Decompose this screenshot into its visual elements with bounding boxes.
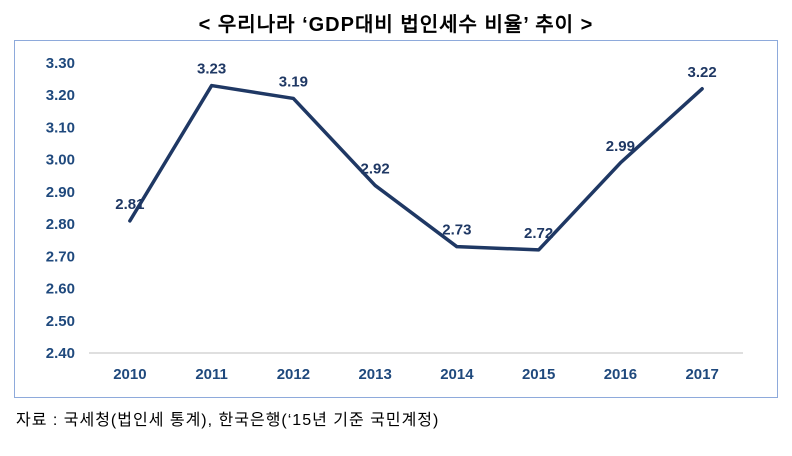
x-tick-label: 2011: [195, 366, 228, 383]
y-tick-label: 3.30: [46, 55, 75, 72]
value-label: 2.73: [442, 222, 471, 239]
y-tick-label: 2.60: [46, 281, 75, 298]
value-label: 2.99: [606, 138, 635, 155]
chart-frame: 2.40 2.50 2.60 2.70 2.80 2.90 3.00 3.10 3.20 3.30…: [14, 40, 778, 398]
x-tick-label: 2015: [522, 366, 555, 383]
x-tick-label: 2014: [440, 366, 474, 383]
value-label: 3.22: [688, 64, 717, 81]
y-tick-label: 3.20: [46, 87, 75, 104]
series-line: [128, 83, 704, 252]
value-label: 3.19: [279, 73, 308, 90]
source-note: 자료 : 국세청(법인세 통계), 한국은행(‘15년 기준 국민계정): [16, 412, 440, 429]
y-tick-label: 2.70: [46, 248, 75, 265]
value-label: 3.23: [197, 61, 226, 78]
y-tick-label: 2.40: [46, 345, 75, 362]
x-tick-label: 2017: [685, 366, 718, 383]
chart-title: < 우리나라 ‘GDP대비 법인세수 비율’ 추이 >: [198, 14, 594, 36]
x-tick-label: 2013: [358, 366, 391, 383]
value-label: 2.92: [361, 160, 390, 177]
y-tick-label: 2.80: [46, 216, 75, 233]
y-tick-label: 2.50: [46, 313, 75, 330]
value-label: 2.72: [524, 225, 553, 242]
x-tick-label: 2016: [604, 366, 637, 383]
y-tick-label: 3.00: [46, 152, 75, 169]
x-tick-label: 2010: [113, 366, 146, 383]
y-tick-label: 2.90: [46, 184, 75, 201]
y-tick-label: 3.10: [46, 119, 75, 136]
value-label: 2.81: [115, 196, 144, 213]
line-chart: 2.40 2.50 2.60 2.70 2.80 2.90 3.00 3.10 3.20 3.30…: [46, 55, 743, 383]
x-tick-label: 2012: [277, 366, 310, 383]
